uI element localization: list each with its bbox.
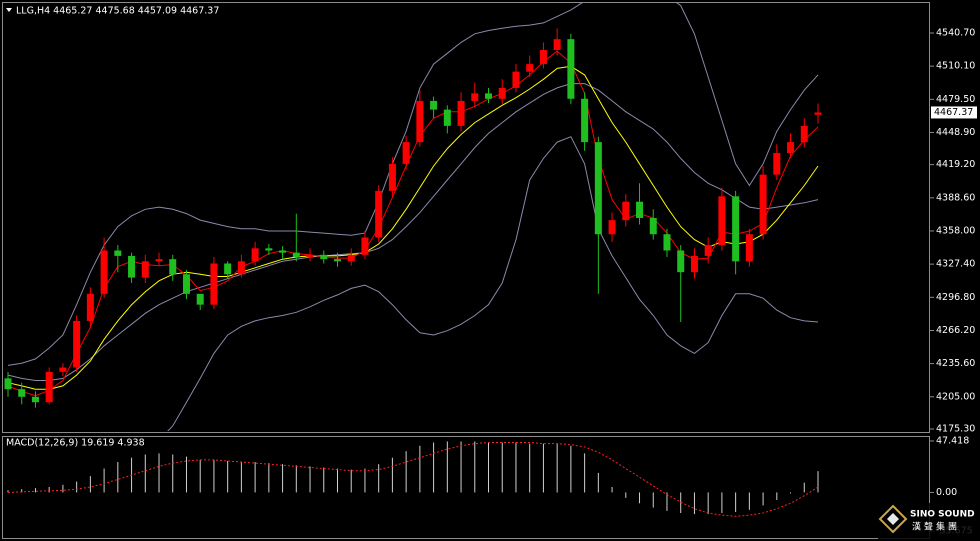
candle-body [594,142,602,235]
candle-body [182,274,190,294]
y-tick-label: 0.00 [936,487,957,498]
candle-body [141,261,149,278]
candle-body [361,237,369,255]
y-tick-label: 4540.70 [936,27,975,38]
candle-body [800,125,808,143]
y-tick-label: 4235.60 [936,358,975,369]
candle-body [306,254,314,257]
y-tick-label: 4448.90 [936,127,975,138]
candle-body [539,50,547,65]
candle-body [787,142,795,153]
candle-body [4,378,12,390]
indicator-line [7,65,819,390]
candle-body [155,259,163,262]
last-price-box [931,106,977,119]
candle-body [279,250,287,253]
indicator-line [7,83,819,381]
candle-body [677,250,685,273]
candle-body [649,217,657,235]
candle-body [196,293,204,305]
candle-body [100,250,108,294]
candle-body [553,39,561,51]
candle-body [169,259,177,275]
candle-body [210,263,218,305]
indicator-line [167,136,819,431]
candle-body [512,71,520,88]
candle-body [718,196,726,246]
macd-signal [7,442,819,517]
watermark-subtitle: 漢聲集團 [912,521,960,533]
candle-body [31,396,39,403]
candle-body [498,87,506,99]
candle-body [128,255,136,278]
candle-body [457,100,465,126]
candle-body [320,254,328,260]
y-tick-label: 4510.10 [936,61,975,72]
macd-panel-frame [2,436,930,539]
candle-body [663,234,671,251]
candle-body [73,320,81,368]
candle-body [333,259,341,262]
y-tick-label: 47.418 [936,435,969,446]
candle-body [690,255,698,273]
candle-body [388,163,396,191]
candle-body [567,39,575,99]
candle-body [443,109,451,126]
macd-plot [7,441,819,517]
candle-body [59,367,67,372]
y-tick-label: 4419.20 [936,159,975,170]
candle-body [745,234,753,262]
candle-body [265,248,273,251]
symbol-arrow [6,8,12,12]
y-tick-label: 4175.30 [936,423,975,434]
macd-title: MACD(12,26,9) 19.619 4.938 [6,438,145,449]
candle-body [251,248,259,262]
candle-body [237,261,245,275]
candle-body [45,371,53,403]
candle-body [292,252,300,257]
candle-body [608,220,616,235]
candle-body [375,190,383,238]
y-tick-label: 4205.00 [936,391,975,402]
candle-body [526,64,534,72]
main-panel-frame [2,2,930,433]
candle-body [471,93,479,101]
candle-body [402,142,410,164]
y-tick-label: 4266.20 [936,325,975,336]
candle-body [18,389,26,397]
candle-body [224,263,232,275]
candle-body [485,93,493,99]
main-plot [4,3,822,431]
main-title: LLG,H4 4465.27 4475.68 4457.09 4467.37 [16,6,219,17]
candle-body [86,293,94,321]
candle-body [347,254,355,262]
candle-body [773,152,781,175]
watermark: SINO SOUND 漢聲集團 [878,503,978,539]
candle-body [732,196,740,262]
candle-body [759,174,767,235]
candle-body [416,100,424,143]
y-tick-label: 4358.00 [936,225,975,236]
candle-body [636,201,644,218]
plot-layer: 4540.70 4510.10 4479.50 4448.90 4419.20 4388.… [4,3,977,537]
y-tick-label: 4327.40 [936,259,975,270]
candle-body [814,112,822,115]
candle-body [581,98,589,143]
last-price-label: 4467.37 [934,107,973,118]
y-tick-label: 4296.80 [936,292,975,303]
watermark-brand: SINO SOUND [910,510,975,520]
candle-body [704,245,712,256]
candle-body [622,201,630,221]
watermark-logo [878,504,908,534]
watermark-logo-inner [887,513,899,525]
candle-body [430,100,438,110]
y-tick-label: 4479.50 [936,94,975,105]
y-tick-label: 4388.60 [936,192,975,203]
indicator-line [7,3,819,366]
candle-body [114,250,122,256]
